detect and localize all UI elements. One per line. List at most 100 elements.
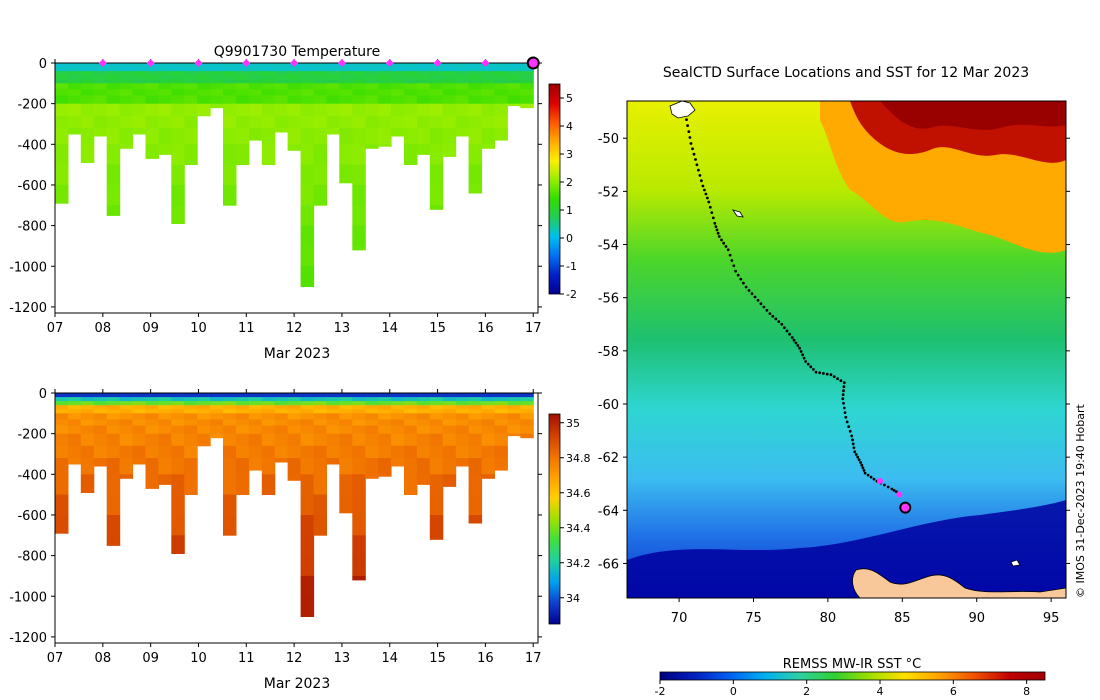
profile-cell	[404, 128, 418, 145]
profile-cell	[93, 425, 108, 434]
profile-cell	[326, 103, 340, 117]
lat-tick-label: -52	[598, 185, 619, 200]
track-point	[732, 264, 736, 268]
profile-cell	[223, 95, 237, 104]
profile-cell	[339, 63, 353, 68]
profile-cell	[442, 144, 457, 157]
profile-cell	[481, 393, 495, 398]
profile-cell	[274, 425, 289, 434]
profile-cell	[481, 397, 495, 402]
profile-cell	[106, 67, 121, 72]
profile-cell	[158, 425, 172, 434]
profile-cell	[442, 397, 457, 402]
profile-cell	[520, 393, 534, 398]
track-point	[860, 463, 864, 467]
profile-cell	[235, 79, 250, 84]
profile-cell	[416, 89, 431, 96]
profile-cell	[391, 95, 405, 104]
profile-cell	[442, 445, 457, 459]
profile-cell	[481, 425, 495, 434]
profile-cell	[235, 115, 250, 129]
track-point	[856, 455, 860, 459]
profile-cell	[429, 445, 444, 459]
temperature-xlabel: Mar 2023	[264, 346, 331, 362]
track-point	[869, 475, 873, 479]
profile-cell	[455, 71, 470, 76]
profile-cell	[55, 115, 69, 129]
temperature-y-axis: 0 -200 -400 -600 -800 -1000 -1200	[9, 57, 542, 316]
profile-cell	[313, 474, 327, 495]
profile-cell	[442, 405, 457, 410]
profile-cell	[67, 433, 82, 447]
profile-cell	[106, 89, 121, 96]
y-tick-label: -800	[17, 220, 47, 235]
profile-cell	[261, 393, 276, 398]
profile-cell	[429, 433, 444, 447]
profile-cell	[223, 433, 237, 447]
profile-cell	[391, 79, 405, 84]
profile-cell	[248, 75, 263, 80]
profile-cell	[352, 185, 366, 206]
x-tick-label: 17	[525, 651, 542, 666]
track-point	[726, 248, 730, 252]
profile-cell	[287, 67, 302, 72]
profile-cell	[391, 71, 405, 76]
profile-cell	[210, 67, 224, 72]
profile-cell	[313, 185, 327, 206]
profile-cell	[481, 128, 495, 145]
profile-cell	[300, 535, 315, 556]
track-point	[783, 326, 786, 329]
track-point	[857, 458, 861, 462]
profile-cell	[391, 401, 405, 406]
lon-tick-label: 95	[1043, 611, 1060, 626]
profile-cell	[287, 128, 302, 145]
profile-cell	[210, 397, 224, 402]
x-tick-label: 07	[47, 321, 64, 336]
profile-cell	[313, 71, 327, 76]
profile-cell	[274, 83, 289, 90]
profile-cell	[235, 419, 250, 426]
profile-cell	[481, 413, 495, 420]
profile-cell	[287, 419, 302, 426]
track-point	[866, 473, 870, 477]
profile-cell	[339, 144, 353, 165]
profile-cell	[378, 401, 392, 406]
profile-cell	[352, 128, 366, 145]
profile-cell	[171, 413, 185, 420]
profile-cell	[352, 115, 366, 129]
profile-cell	[67, 75, 82, 80]
profile-cell	[67, 83, 82, 90]
profile-cell	[210, 103, 224, 109]
profile-cell	[391, 425, 405, 434]
x-tick-label: 16	[477, 321, 494, 336]
profile-cell	[184, 83, 198, 90]
sst-cbar-tick-label: 2	[803, 685, 810, 698]
profile-cell	[494, 71, 508, 76]
profile-cell	[494, 397, 508, 402]
profile-cell	[261, 409, 276, 414]
profile-cell	[158, 128, 172, 145]
profile-cell	[80, 393, 95, 398]
profile-cell	[507, 401, 521, 406]
profile-cell	[184, 458, 198, 475]
profile-cell	[300, 393, 315, 398]
profile-cell	[106, 474, 121, 495]
track-profile-marker	[896, 491, 903, 498]
profile-cell	[248, 397, 263, 402]
profile-cell	[80, 405, 95, 410]
profile-cell	[494, 445, 508, 459]
profile-cell	[481, 458, 495, 475]
profile-cell	[352, 555, 366, 577]
colorbar-tick-label: 35	[566, 417, 580, 430]
profile-cell	[507, 425, 521, 434]
profile-cell	[67, 458, 82, 465]
profile-cell	[429, 409, 444, 414]
profile-cell	[326, 63, 340, 68]
profile-cell	[287, 115, 302, 129]
profile-cell	[313, 425, 327, 434]
profile-marker	[481, 59, 490, 67]
profile-cell	[494, 405, 508, 410]
profile-cell	[80, 83, 95, 90]
profile-cell	[429, 89, 444, 96]
profile-cell	[132, 75, 146, 80]
